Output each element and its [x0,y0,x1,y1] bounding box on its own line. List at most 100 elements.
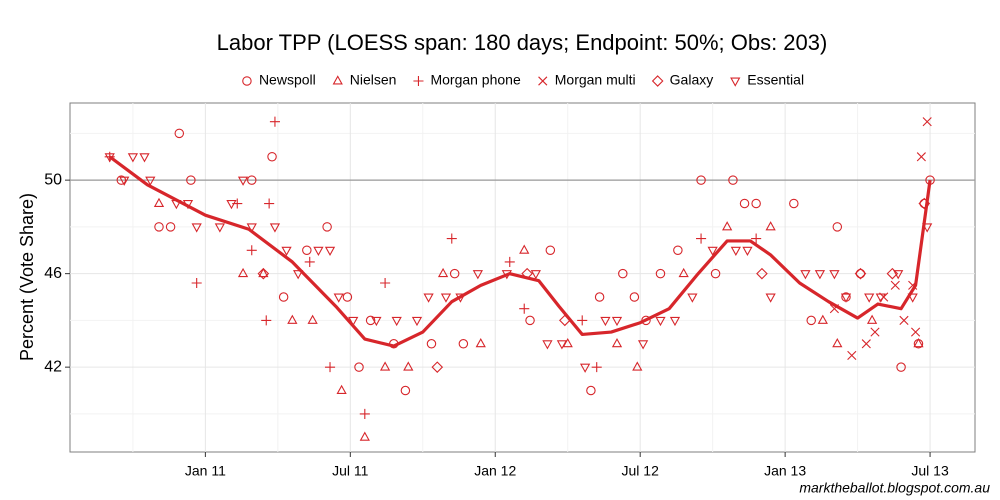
marker [267,152,277,162]
marker [525,315,535,326]
trend-line [108,155,932,348]
marker [875,293,886,303]
marker [893,270,904,280]
marker [281,246,292,257]
legend-label: Nielsen [350,72,397,88]
marker [722,221,733,231]
marker [542,340,553,350]
x-tick-label: Jul 13 [911,463,949,479]
marker [919,198,930,209]
marker [458,339,469,349]
marker [449,268,460,279]
marker [855,268,866,279]
marker [922,117,932,127]
marker [413,75,424,87]
marker [710,268,721,279]
marker [365,315,376,326]
marker [247,175,257,185]
marker [669,316,681,327]
marker [618,268,628,279]
marker [258,267,269,278]
marker [145,176,156,186]
marker [519,303,530,314]
marker [829,270,840,280]
legend: Newspoll Nielsen Morgan phone Morgan multi G… [242,72,804,88]
marker [165,222,176,232]
marker [861,339,871,349]
marker [886,267,899,280]
marker [411,316,423,327]
marker [264,198,275,209]
marker [577,315,588,326]
marker [116,175,127,185]
marker [899,315,909,325]
marker [153,197,165,208]
marker [403,361,414,371]
marker [431,361,444,373]
marker [765,221,776,231]
marker [226,200,237,210]
marker [896,362,906,372]
marker [504,256,515,267]
marker [379,361,391,371]
marker [814,270,826,280]
marker [174,128,185,139]
x-tick-label: Jul 11 [332,463,369,479]
marker [632,361,643,371]
marker [287,314,298,324]
marker [629,292,640,302]
marker [545,245,556,256]
marker [789,198,799,209]
legend-label: Galaxy [670,72,714,88]
marker [765,293,776,303]
marker [538,76,548,86]
marker [678,267,689,278]
chart-title: Labor TPP (LOESS span: 180 days; Endpoin… [217,30,828,55]
marker [655,268,666,279]
marker [269,116,280,127]
marker [742,246,753,257]
marker [324,246,336,257]
marker [751,198,761,209]
marker [191,223,202,233]
marker [242,76,252,86]
marker [519,244,530,254]
marker [728,175,738,185]
marker [371,316,382,327]
y-tick-label: 50 [44,171,62,188]
marker [472,270,483,280]
x-tick-label: Jul 12 [622,463,660,479]
y-axis-label: Percent (Vote Share) [17,193,37,361]
marker [651,75,664,87]
marker [530,270,541,280]
marker [730,77,741,87]
marker [313,246,324,257]
marker [586,385,596,396]
marker [336,384,347,395]
marker [446,233,457,244]
marker [556,340,568,350]
y-tick-label: 46 [44,265,62,282]
marker [359,408,370,419]
marker [800,270,811,280]
marker [832,338,843,348]
marker [333,293,344,303]
marker [292,270,304,280]
marker [354,362,364,372]
marker [437,267,449,278]
marker [890,280,900,290]
x-tick-label: Jan 13 [764,463,806,479]
marker [707,246,718,257]
marker [673,245,683,256]
marker [866,314,878,324]
x-tick-label: Jan 12 [474,463,516,479]
marker [655,316,666,327]
marker [246,245,257,256]
marker [380,277,391,289]
marker [237,267,249,278]
legend-label: Essential [747,72,804,88]
legend-label: Newspoll [259,72,316,88]
credit: marktheballot.blogspot.com.au [799,480,990,496]
marker [391,316,402,327]
